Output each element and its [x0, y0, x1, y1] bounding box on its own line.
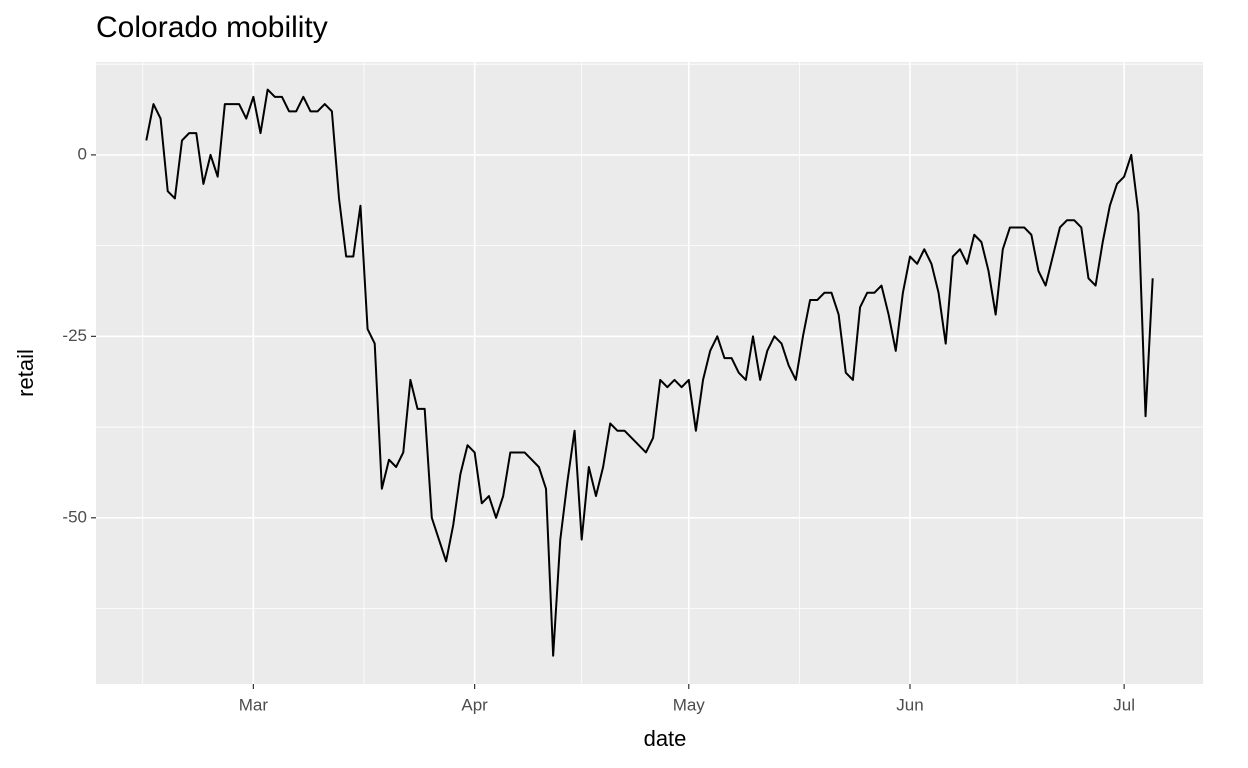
- x-tick-label: Jun: [896, 695, 923, 714]
- panel: [96, 62, 1203, 684]
- y-axis-title: retail: [13, 349, 38, 397]
- line: [145, 88, 1154, 657]
- x-axis-title: date: [644, 726, 687, 751]
- x-tick-label: Apr: [461, 695, 488, 714]
- chart-title: Colorado mobility: [96, 11, 328, 44]
- x-tick-label: Jul: [1113, 695, 1135, 714]
- x-tick-label: May: [673, 695, 706, 714]
- y-tick-label: 0: [78, 144, 87, 163]
- y-tick-label: -50: [62, 507, 87, 526]
- y-tick-label: -25: [62, 326, 87, 345]
- x-tick-label: Mar: [239, 695, 269, 714]
